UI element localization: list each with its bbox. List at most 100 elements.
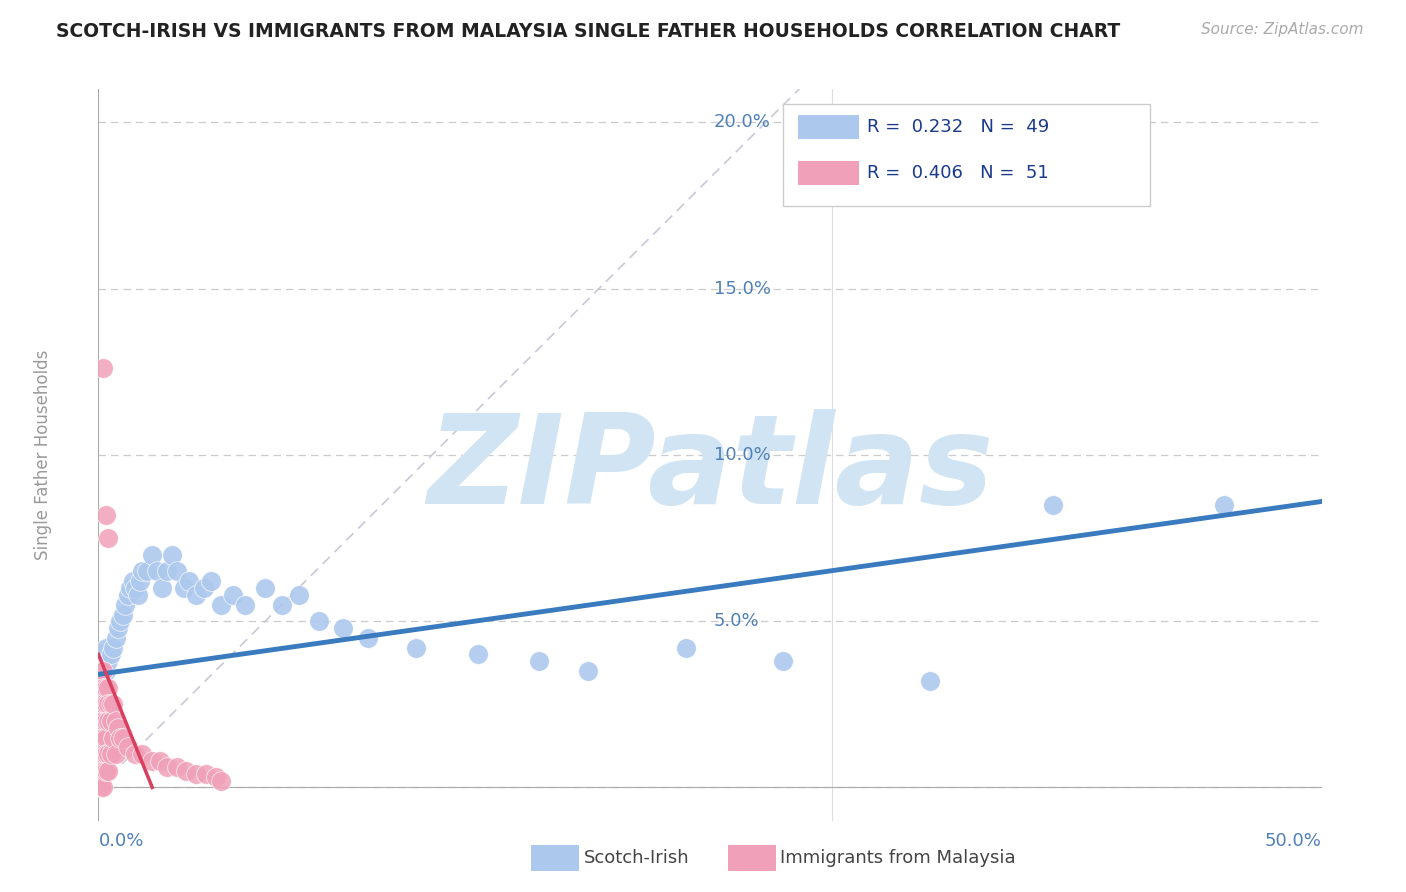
Point — [101, 698, 124, 712]
Point — [150, 581, 173, 595]
Text: Single Father Households: Single Father Households — [34, 350, 52, 560]
Point — [90, 780, 112, 795]
Point — [675, 640, 697, 655]
Point — [124, 747, 146, 761]
Point — [100, 747, 122, 761]
Point — [101, 731, 124, 745]
Point — [107, 621, 129, 635]
Point — [136, 564, 159, 578]
Bar — [799, 161, 859, 186]
Point — [209, 598, 232, 612]
Point — [104, 631, 127, 645]
Point — [91, 780, 114, 795]
Point — [90, 780, 112, 795]
Point — [195, 767, 218, 781]
Point — [97, 531, 120, 545]
Point — [186, 767, 208, 781]
Point — [166, 564, 188, 578]
Point — [90, 780, 112, 795]
Point — [91, 731, 114, 745]
Point — [94, 664, 117, 678]
Point — [91, 654, 114, 668]
Text: 5.0%: 5.0% — [714, 612, 759, 630]
Point — [117, 740, 139, 755]
Bar — [799, 115, 859, 139]
Point — [173, 581, 195, 595]
Point — [233, 598, 256, 612]
Point — [101, 640, 124, 655]
Point — [104, 714, 127, 728]
Text: Immigrants from Malaysia: Immigrants from Malaysia — [780, 849, 1017, 867]
Point — [94, 764, 117, 778]
Text: 15.0%: 15.0% — [714, 280, 770, 298]
Point — [94, 640, 117, 655]
Point — [97, 654, 120, 668]
Point — [91, 664, 114, 678]
Point — [97, 764, 120, 778]
Point — [253, 581, 276, 595]
Point — [467, 648, 489, 662]
Point — [110, 614, 132, 628]
Point — [405, 640, 427, 655]
Point — [90, 747, 112, 761]
Point — [308, 614, 330, 628]
Point — [156, 564, 179, 578]
Bar — [783, 103, 1150, 206]
Point — [91, 681, 114, 695]
Point — [91, 747, 114, 761]
Point — [97, 747, 120, 761]
Point — [141, 754, 163, 768]
Text: R =  0.406   N =  51: R = 0.406 N = 51 — [866, 164, 1049, 182]
Point — [177, 574, 200, 589]
Point — [131, 747, 153, 761]
Text: 10.0%: 10.0% — [714, 446, 770, 464]
Point — [100, 714, 122, 728]
Point — [100, 648, 122, 662]
Point — [110, 731, 132, 745]
Point — [91, 764, 114, 778]
Point — [94, 698, 117, 712]
Point — [90, 664, 112, 678]
Point — [117, 588, 139, 602]
Point — [90, 731, 112, 745]
Point — [94, 681, 117, 695]
Point — [121, 574, 143, 589]
Point — [94, 508, 117, 522]
Point — [111, 607, 134, 622]
Point — [111, 731, 134, 745]
Point — [149, 754, 172, 768]
Point — [94, 731, 117, 745]
Point — [160, 548, 183, 562]
Point — [146, 564, 169, 578]
Point — [91, 698, 114, 712]
Point — [527, 654, 550, 668]
Point — [91, 714, 114, 728]
Point — [90, 681, 112, 695]
Text: 50.0%: 50.0% — [1265, 831, 1322, 849]
Point — [356, 631, 378, 645]
Point — [97, 681, 120, 695]
Point — [100, 698, 122, 712]
Point — [131, 564, 153, 578]
Point — [200, 574, 222, 589]
Point — [222, 588, 245, 602]
Point — [166, 760, 188, 774]
Text: ZIPatlas: ZIPatlas — [427, 409, 993, 530]
Point — [332, 621, 354, 635]
Point — [107, 721, 129, 735]
Text: Scotch-Irish: Scotch-Irish — [583, 849, 689, 867]
Point — [129, 574, 152, 589]
Point — [91, 361, 114, 376]
Text: 0.0%: 0.0% — [98, 831, 143, 849]
Text: SCOTCH-IRISH VS IMMIGRANTS FROM MALAYSIA SINGLE FATHER HOUSEHOLDS CORRELATION CH: SCOTCH-IRISH VS IMMIGRANTS FROM MALAYSIA… — [56, 22, 1121, 41]
Point — [270, 598, 294, 612]
Point — [90, 648, 112, 662]
Point — [288, 588, 311, 602]
Point — [186, 588, 208, 602]
Point — [156, 760, 179, 774]
Point — [772, 654, 794, 668]
Point — [193, 581, 215, 595]
Point — [104, 747, 127, 761]
Point — [1042, 498, 1064, 512]
Point — [120, 581, 142, 595]
